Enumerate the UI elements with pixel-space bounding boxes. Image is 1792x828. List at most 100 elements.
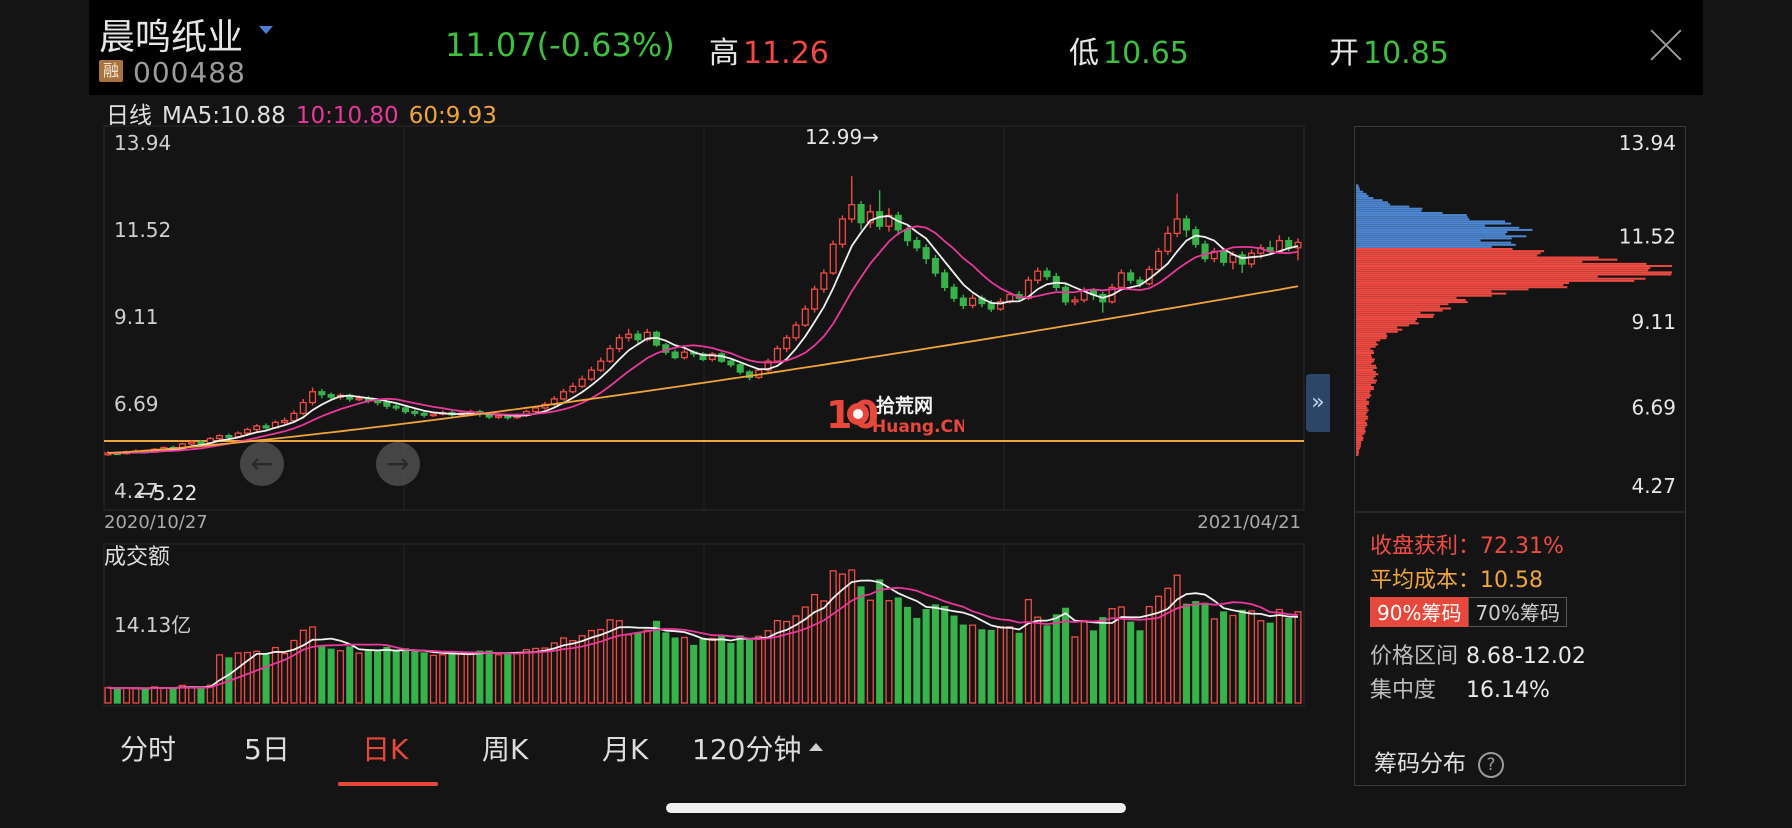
candle-down — [987, 302, 995, 310]
chip-bar — [1356, 356, 1372, 359]
tab-120min[interactable]: 120分钟 — [692, 728, 824, 768]
volume-bar — [550, 642, 558, 704]
candle-up — [680, 351, 688, 359]
arrow-right-icon[interactable]: → — [376, 442, 420, 486]
chip-bar — [1356, 424, 1368, 427]
chip-bar — [1356, 294, 1492, 297]
quote-header: 晨鸣纸业 融 000488 11.07(-0.63%) 高 11.26 低 10.6… — [89, 0, 1703, 95]
chip-bar — [1356, 211, 1443, 214]
tab-daily-k[interactable]: 日K — [362, 733, 409, 766]
volume-bar — [243, 651, 251, 704]
concentration: 集中度 16.14% — [1370, 672, 1550, 704]
candle-up — [829, 243, 837, 274]
candle-up — [243, 428, 251, 434]
volume-bar — [364, 649, 372, 704]
candle-up — [569, 385, 577, 393]
tab-monthly-k[interactable]: 月K — [602, 733, 649, 766]
chip-bar — [1356, 190, 1364, 193]
candle-down — [736, 364, 744, 373]
candle-up — [290, 412, 298, 422]
chip-bar — [1356, 216, 1468, 219]
chip-bar — [1356, 220, 1506, 223]
chip-bar — [1356, 451, 1359, 454]
volume-bar — [1136, 630, 1144, 704]
candle-down — [634, 333, 642, 341]
volume-bar — [532, 647, 540, 704]
volume-bar — [959, 624, 967, 704]
candle-up — [811, 288, 819, 310]
volume-bar — [504, 653, 512, 704]
volume-bar — [783, 620, 791, 704]
volume-bar — [680, 636, 688, 704]
chip-70-button[interactable]: 70%筹码 — [1468, 597, 1567, 627]
candle-up — [299, 401, 307, 414]
period-label[interactable]: 日线 — [106, 103, 152, 129]
candle-up — [429, 413, 437, 417]
volume-bar — [1294, 611, 1302, 704]
tab-intraday[interactable]: 分时 — [120, 733, 177, 766]
active-tab-indicator — [338, 782, 438, 786]
chip-bar — [1356, 258, 1618, 261]
chip-bar — [1356, 362, 1372, 365]
candle-up — [1173, 218, 1181, 235]
profit-value: 72.31% — [1480, 534, 1564, 559]
chip-bar — [1356, 188, 1360, 191]
volume-bar — [336, 650, 344, 704]
volume-bar — [1275, 608, 1283, 704]
volume-bar — [169, 687, 177, 704]
ma60-label: 60:9.93 — [408, 103, 497, 129]
home-indicator[interactable] — [666, 803, 1126, 813]
chip-bar — [1356, 388, 1374, 391]
volume-bar — [522, 649, 530, 704]
volume-bar — [718, 634, 726, 704]
price-axis-tick: 4.27 — [114, 479, 159, 503]
chip-bar — [1356, 345, 1376, 348]
chip-bar — [1356, 449, 1359, 452]
chip-footer-label: 筹码分布 — [1374, 751, 1466, 777]
chip-bar — [1356, 347, 1371, 350]
chip-bar — [1356, 428, 1365, 431]
chip-bar — [1356, 432, 1365, 435]
dropdown-triangle-icon[interactable] — [259, 26, 273, 34]
volume-bar — [625, 634, 633, 704]
candle-down — [959, 297, 967, 307]
volume-bar — [1062, 607, 1070, 704]
candle-up — [773, 347, 781, 362]
candle-down — [1285, 239, 1293, 249]
volume-bar — [1210, 618, 1218, 704]
chip-bar — [1356, 222, 1512, 225]
chip-bar — [1356, 441, 1362, 444]
chip-bar — [1356, 411, 1368, 414]
chip-bar — [1356, 218, 1470, 221]
volume-bar — [745, 639, 754, 704]
arrow-left-icon[interactable]: ← — [240, 442, 284, 486]
chip-bar — [1356, 337, 1387, 340]
volume-bar — [597, 628, 605, 704]
volume-bar — [253, 650, 261, 704]
expand-panel-icon[interactable]: » — [1306, 374, 1330, 432]
candle-down — [1238, 254, 1246, 265]
help-icon[interactable]: ? — [1478, 751, 1504, 778]
volume-bar — [894, 597, 902, 704]
chip-bar — [1356, 199, 1383, 202]
chip-90-button[interactable]: 90%筹码 — [1370, 597, 1469, 627]
chip-bar — [1356, 194, 1369, 197]
chip-bar — [1356, 415, 1369, 418]
stock-name[interactable]: 晨鸣纸业 — [99, 17, 244, 58]
candle-down — [699, 353, 707, 361]
volume-ma5-line — [107, 579, 1299, 690]
candle-up — [1247, 252, 1256, 265]
chip-bar — [1356, 326, 1398, 329]
volume-bar — [764, 630, 772, 704]
candle-up — [281, 419, 289, 423]
candle-down — [1136, 279, 1144, 285]
volume-bar — [132, 687, 140, 704]
candle-up — [643, 331, 651, 341]
ma10-label: 10:10.80 — [295, 103, 399, 129]
candle-down — [401, 407, 410, 413]
high-label: 高 — [709, 36, 739, 71]
tab-5day[interactable]: 5日 — [244, 733, 290, 766]
candle-down — [420, 412, 428, 416]
tab-weekly-k[interactable]: 周K — [482, 733, 529, 766]
